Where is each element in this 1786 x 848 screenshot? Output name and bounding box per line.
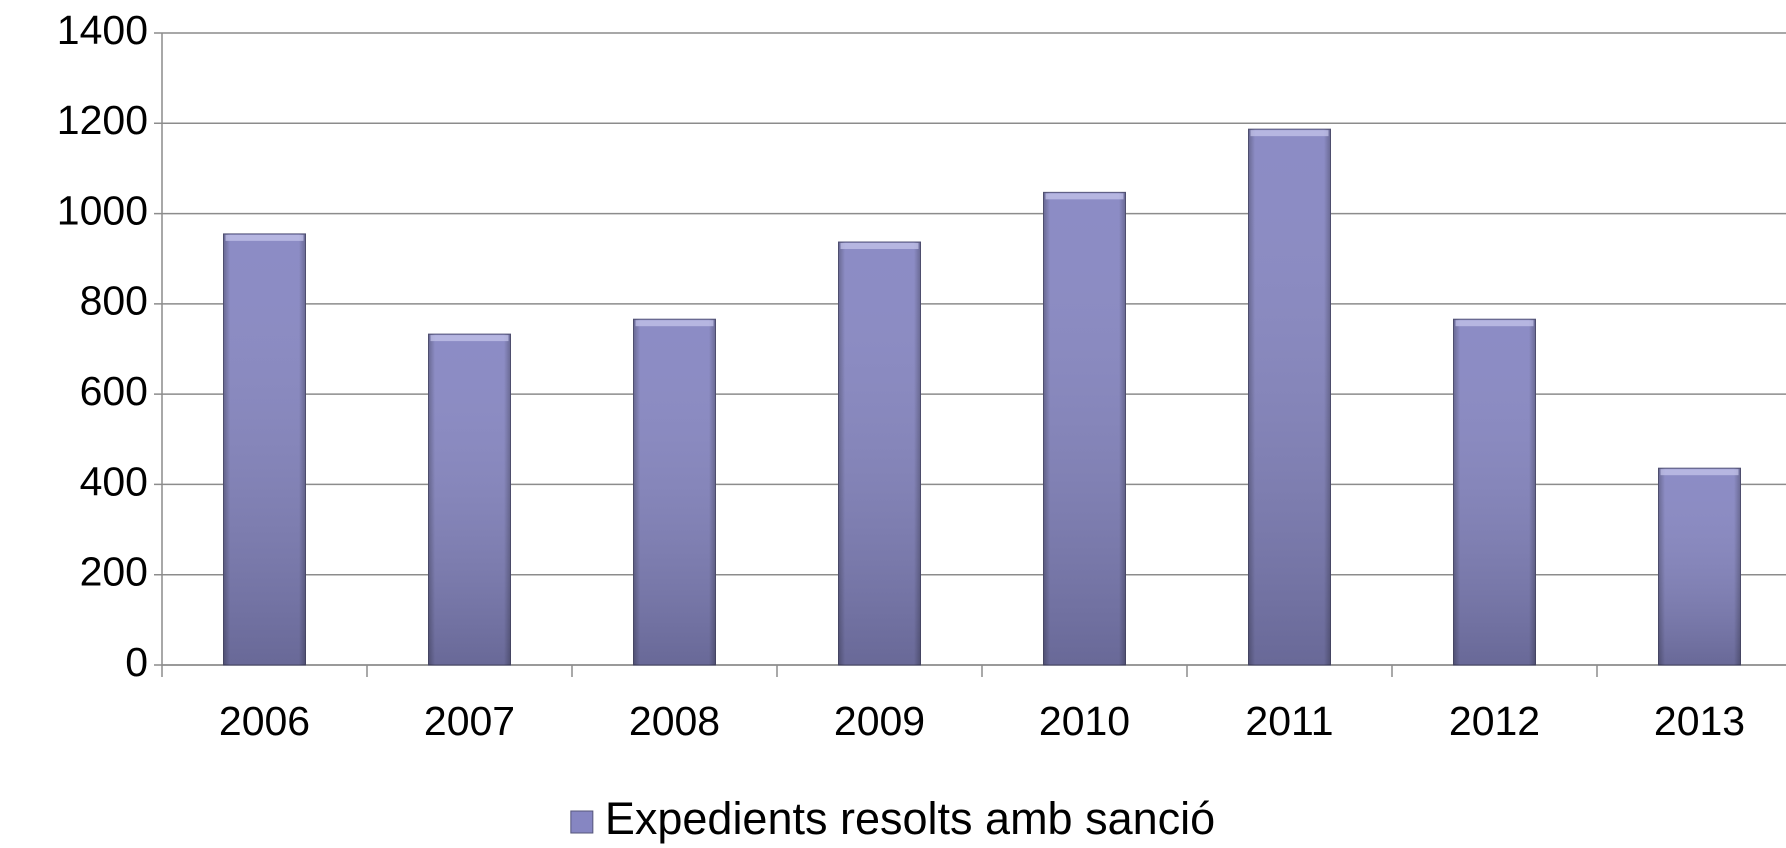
bar-cap bbox=[840, 243, 919, 250]
y-tick-label: 1000 bbox=[57, 187, 148, 233]
legend-label: Expedients resolts amb sanció bbox=[605, 793, 1215, 844]
x-tick-label: 2010 bbox=[1039, 698, 1130, 744]
y-tick-label: 600 bbox=[80, 368, 148, 414]
x-tick-label: 2013 bbox=[1654, 698, 1745, 744]
bar-edge bbox=[428, 334, 511, 665]
bar-edge bbox=[1248, 129, 1331, 665]
x-tick-label: 2012 bbox=[1449, 698, 1540, 744]
y-tick-label: 0 bbox=[125, 639, 148, 685]
bar-edge bbox=[223, 233, 306, 665]
bar-cap bbox=[635, 320, 714, 327]
bar-edge bbox=[838, 242, 921, 666]
bar-edge bbox=[1043, 192, 1126, 665]
bar-cap bbox=[1455, 320, 1534, 327]
y-tick-label: 1200 bbox=[57, 97, 148, 143]
x-tick-label: 2011 bbox=[1245, 698, 1333, 744]
bar-cap bbox=[225, 234, 304, 241]
bar-cap bbox=[1250, 130, 1329, 137]
bar-edge bbox=[633, 319, 716, 665]
x-tick-label: 2007 bbox=[424, 698, 515, 744]
y-tick-label: 400 bbox=[80, 458, 148, 504]
x-tick-label: 2008 bbox=[629, 698, 720, 744]
bar-edge bbox=[1658, 468, 1741, 665]
y-tick-label: 1400 bbox=[57, 7, 148, 53]
bar-edge bbox=[1453, 319, 1536, 665]
legend-swatch bbox=[570, 810, 594, 834]
bar-cap bbox=[1660, 469, 1739, 476]
x-tick-label: 2009 bbox=[834, 698, 925, 744]
bar-cap bbox=[430, 335, 509, 342]
x-tick-label: 2006 bbox=[219, 698, 310, 744]
bar-cap bbox=[1045, 193, 1124, 200]
y-tick-label: 200 bbox=[80, 549, 148, 595]
y-tick-label: 800 bbox=[80, 278, 148, 324]
